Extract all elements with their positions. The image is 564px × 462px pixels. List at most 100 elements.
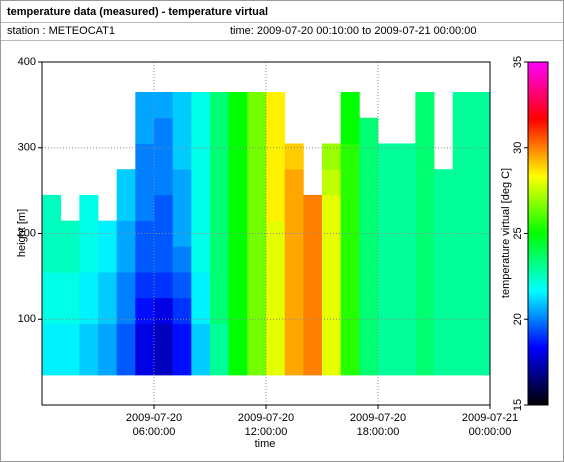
cell xyxy=(434,349,454,376)
cell xyxy=(415,169,435,196)
cell xyxy=(210,272,230,299)
cell xyxy=(396,297,416,324)
cell xyxy=(247,92,267,119)
x-tick-label: 2009-07-21 00:00:00 xyxy=(462,412,518,438)
cell xyxy=(303,246,323,273)
cell xyxy=(79,194,99,222)
cell xyxy=(247,117,267,144)
cell xyxy=(247,272,267,299)
cell xyxy=(415,92,435,119)
cell xyxy=(154,194,174,222)
cell xyxy=(378,143,398,170)
cell xyxy=(266,220,286,247)
cell xyxy=(228,143,248,170)
cell xyxy=(116,272,136,299)
cell xyxy=(415,297,435,324)
cell xyxy=(284,297,304,324)
colorbar-tick-label: 25 xyxy=(512,227,524,239)
cell xyxy=(154,143,174,170)
cell xyxy=(172,92,192,119)
cell xyxy=(452,246,472,273)
cell xyxy=(340,143,360,170)
cell xyxy=(154,272,174,299)
cell xyxy=(340,349,360,376)
cell xyxy=(60,246,80,273)
cell xyxy=(172,194,192,222)
cell xyxy=(434,194,454,222)
cell xyxy=(471,246,491,273)
cell xyxy=(322,323,342,350)
cell xyxy=(434,220,454,247)
x-tick-label: 2009-07-20 12:00:00 xyxy=(238,412,294,438)
cell xyxy=(172,272,192,299)
colorbar-tick-label: 20 xyxy=(512,313,524,325)
cell xyxy=(42,194,62,222)
cell xyxy=(98,323,118,350)
cell xyxy=(42,349,62,376)
cell xyxy=(247,169,267,196)
cell xyxy=(116,349,136,376)
plot-frame xyxy=(41,61,491,406)
cell xyxy=(191,220,211,247)
cell xyxy=(172,143,192,170)
chart-title: temperature data (measured) - temperatur… xyxy=(7,6,268,18)
cell xyxy=(60,349,80,376)
cell xyxy=(172,220,192,247)
cell xyxy=(452,272,472,299)
cell xyxy=(359,323,379,350)
cell xyxy=(378,272,398,299)
cell xyxy=(322,349,342,376)
cell xyxy=(154,92,174,119)
cell xyxy=(396,220,416,247)
cell xyxy=(172,169,192,196)
cell xyxy=(415,246,435,273)
cell xyxy=(135,169,155,196)
cell xyxy=(434,323,454,350)
cell xyxy=(378,323,398,350)
cell xyxy=(359,117,379,144)
cell xyxy=(266,194,286,222)
cell xyxy=(116,194,136,222)
cell xyxy=(340,272,360,299)
cell xyxy=(415,272,435,299)
cell xyxy=(415,194,435,222)
cell xyxy=(210,117,230,144)
cell xyxy=(396,272,416,299)
y-tick-label: 200 xyxy=(18,227,36,239)
cell xyxy=(154,323,174,350)
cell xyxy=(79,297,99,324)
cell xyxy=(210,194,230,222)
cell xyxy=(284,169,304,196)
cell xyxy=(266,272,286,299)
cell xyxy=(434,169,454,196)
cell xyxy=(210,297,230,324)
cell xyxy=(359,143,379,170)
cell xyxy=(284,272,304,299)
station: station : METEOCAT1 xyxy=(7,25,115,37)
cell xyxy=(303,349,323,376)
cell xyxy=(303,194,323,222)
cell xyxy=(284,143,304,170)
cell xyxy=(471,92,491,119)
cell xyxy=(396,323,416,350)
cell xyxy=(247,194,267,222)
cell xyxy=(154,169,174,196)
x-tick-label: 2009-07-20 18:00:00 xyxy=(350,412,406,438)
cell xyxy=(266,117,286,144)
cell xyxy=(228,349,248,376)
cell xyxy=(284,349,304,376)
cell xyxy=(322,143,342,170)
cell xyxy=(191,92,211,119)
cell xyxy=(359,349,379,376)
cell xyxy=(471,169,491,196)
cell xyxy=(340,246,360,273)
cell xyxy=(191,323,211,350)
cell xyxy=(135,194,155,222)
cell xyxy=(79,220,99,247)
cell xyxy=(434,297,454,324)
cell xyxy=(340,323,360,350)
cell xyxy=(415,143,435,170)
cell xyxy=(396,246,416,273)
cell xyxy=(452,169,472,196)
